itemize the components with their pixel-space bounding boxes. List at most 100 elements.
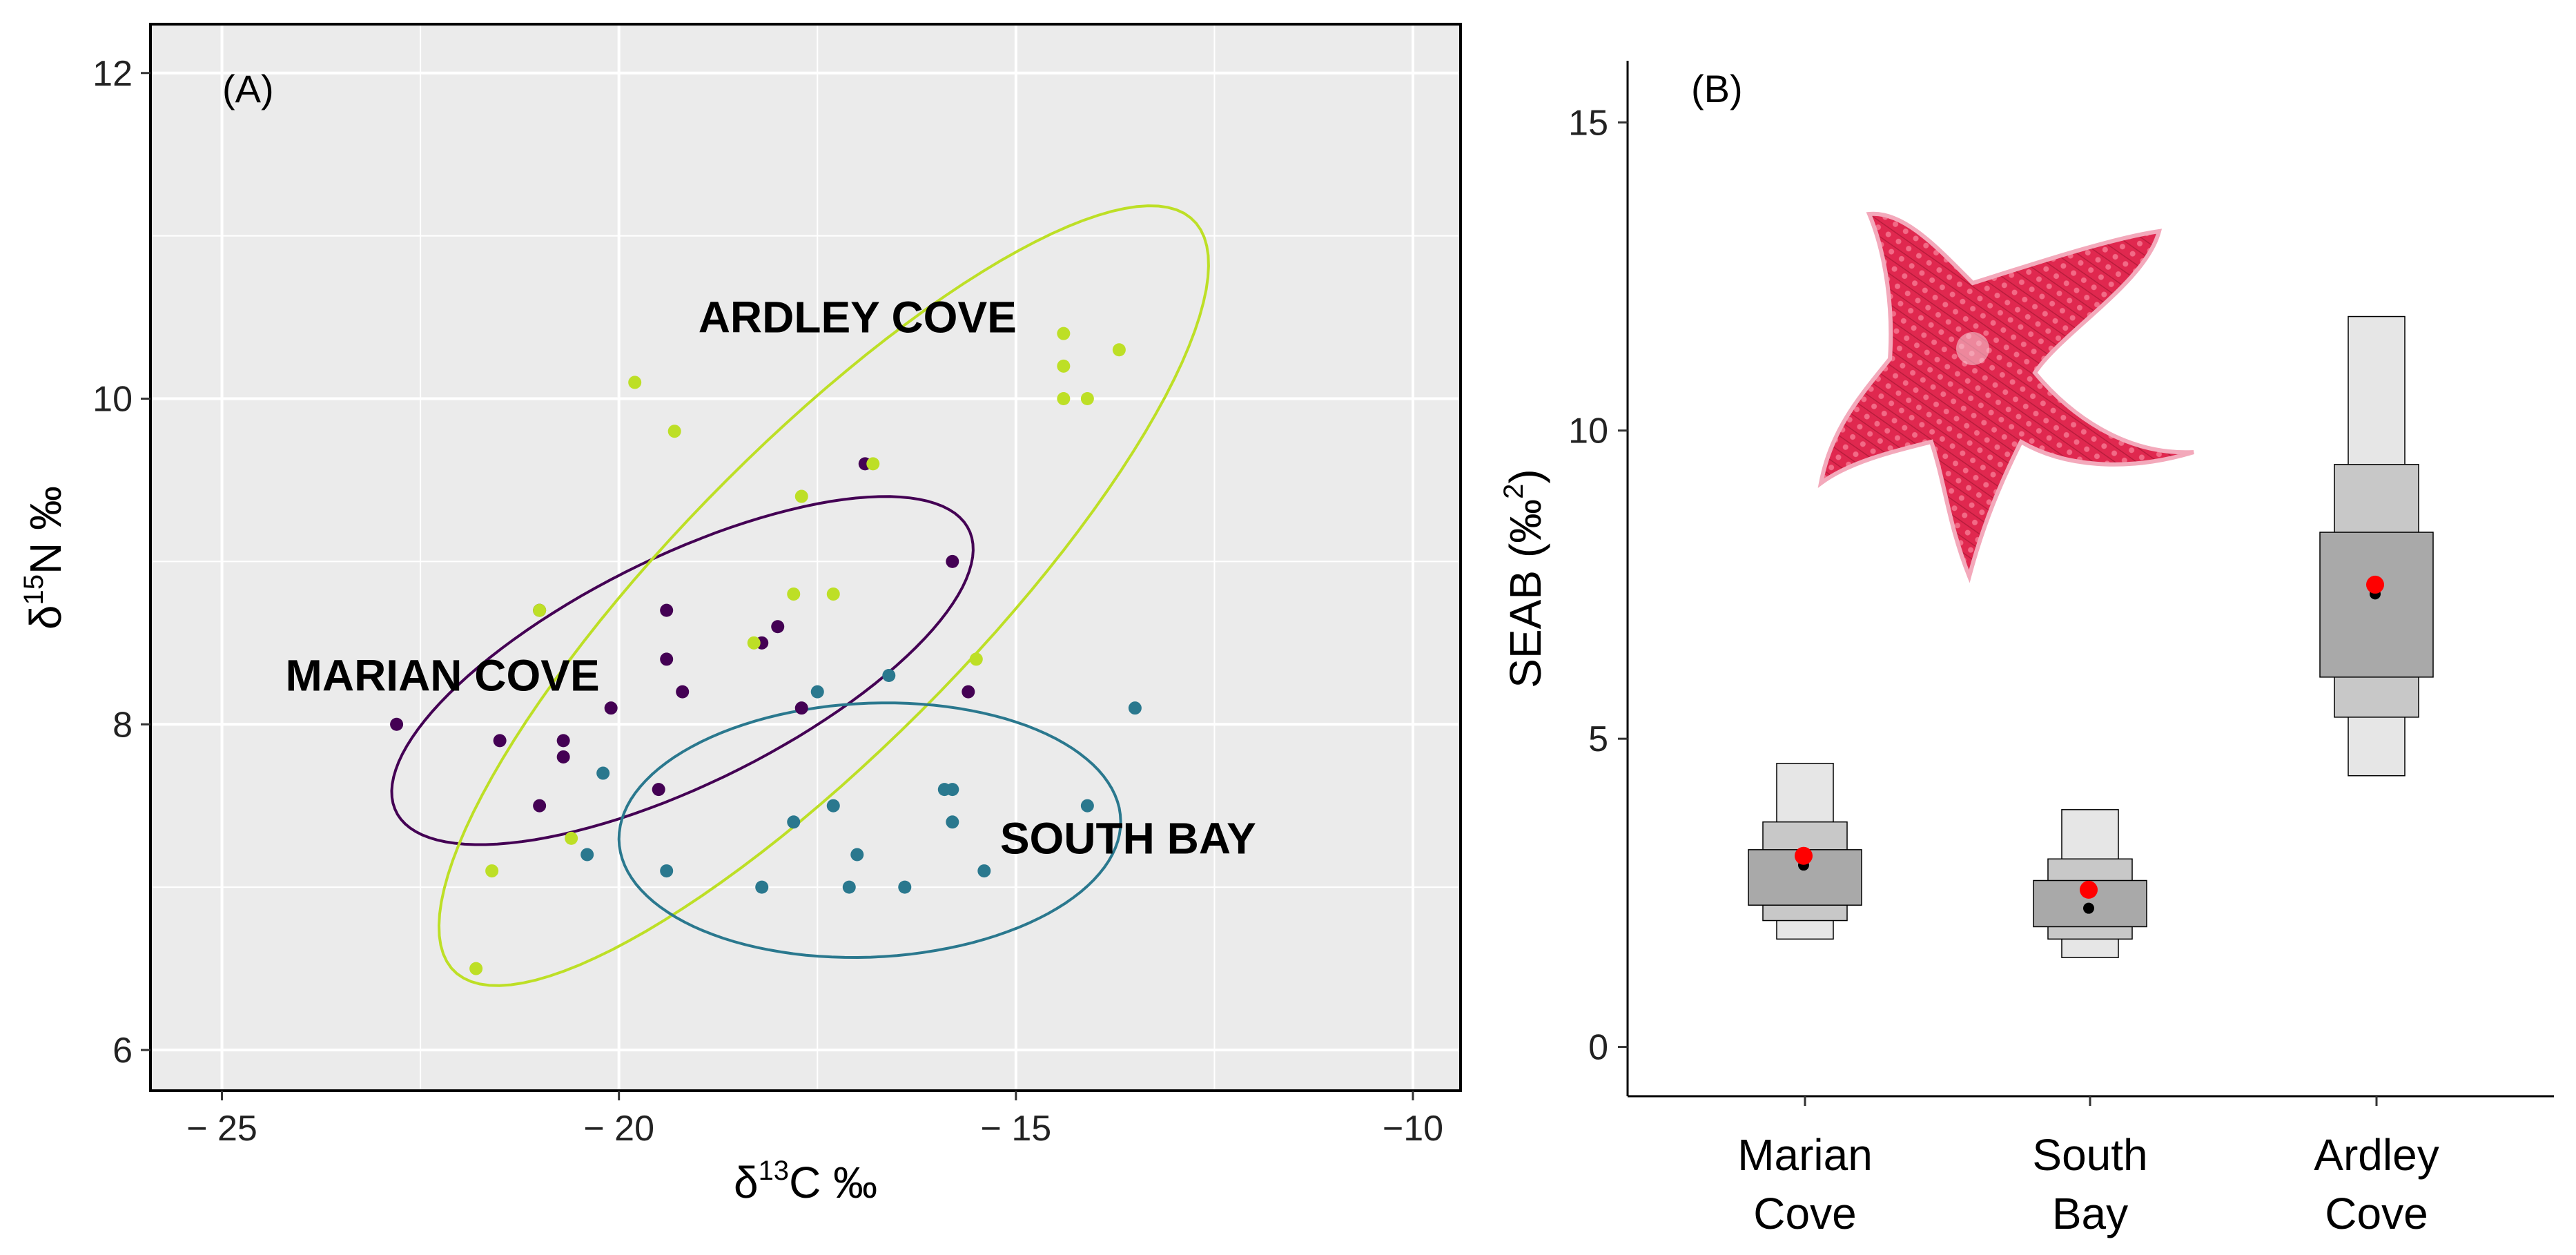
category-label-line1: Ardley: [2314, 1130, 2439, 1180]
b-y-title-rest: ): [1501, 469, 1550, 483]
panel-b-intervals: [1748, 315, 2434, 958]
panel-a-border: [149, 23, 1462, 1092]
x-title-rest: C ‰: [789, 1158, 877, 1207]
point-south-bay: [1128, 701, 1142, 715]
x-tick-label: −10: [1383, 1109, 1443, 1149]
b-y-title-sup: 2: [1499, 484, 1529, 499]
point-ardley-cove: [1057, 359, 1071, 373]
point-south-bay: [898, 880, 912, 894]
point-ardley-cove: [1057, 327, 1071, 340]
panel-a-y-ticks: 6 8 10 12: [92, 54, 150, 1071]
label-marian-cove: MARIAN COVE: [286, 651, 600, 701]
panel-a-y-axis-title: δ15N ‰: [19, 486, 70, 630]
panel-b-y-axis-title: SEAB (‰2): [1499, 469, 1550, 688]
point-south-bay: [946, 815, 959, 829]
mean-point: [2080, 880, 2098, 899]
point-south-bay: [882, 669, 896, 683]
point-ardley-cove: [1080, 392, 1094, 406]
y-tick-label: 12: [92, 54, 133, 94]
x-title-sup: 13: [759, 1156, 790, 1186]
point-south-bay: [660, 864, 674, 878]
point-marian-cove: [676, 685, 690, 699]
point-marian-cove: [794, 701, 808, 715]
point-south-bay: [977, 864, 991, 878]
b-y-title-main: SEAB (‰: [1501, 499, 1550, 688]
ellipse-marian-cove: [390, 495, 975, 846]
panel-a-label: (A): [222, 67, 274, 110]
category-label-line2: Bay: [2052, 1189, 2128, 1238]
label-south-bay: SOUTH BAY: [1000, 813, 1256, 863]
point-south-bay: [850, 848, 864, 862]
point-marian-cove: [660, 652, 674, 666]
y-title-main: δ: [21, 605, 70, 630]
b-y-tick-label: 5: [1588, 719, 1608, 759]
y-title-sup: 15: [19, 574, 49, 605]
x-tick-label: − 25: [186, 1109, 257, 1149]
panel-a-major-grid: [150, 24, 1461, 1091]
y-tick-label: 6: [113, 1031, 133, 1071]
point-south-bay: [787, 815, 801, 829]
b-y-tick-label: 10: [1568, 411, 1608, 451]
label-ardley-cove: ARDLEY COVE: [699, 293, 1017, 342]
panel-a-scatter: MARIAN COVE ARDLEY COVE SOUTH BAY − 25 − 20…: [19, 23, 1462, 1207]
point-marian-cove: [946, 554, 959, 568]
x-title-main: δ: [734, 1158, 759, 1207]
panel-b-label: (B): [1691, 67, 1743, 110]
panel-a-x-axis-title: δ13C ‰: [734, 1156, 877, 1207]
mean-point: [2366, 575, 2384, 594]
point-ardley-cove: [628, 376, 642, 389]
credible-interval-c50: [2319, 532, 2434, 678]
point-marian-cove: [493, 734, 507, 748]
point-marian-cove: [533, 799, 547, 813]
ellipse-ardley-cove: [437, 204, 1210, 987]
point-ardley-cove: [1057, 392, 1071, 406]
point-marian-cove: [556, 750, 570, 763]
panel-a-x-ticks: − 25 − 20 − 15 −10: [186, 1091, 1443, 1149]
point-marian-cove: [604, 701, 618, 715]
point-ardley-cove: [866, 457, 880, 471]
mean-point: [1795, 846, 1813, 865]
point-ardley-cove: [565, 831, 578, 845]
point-marian-cove: [390, 717, 404, 731]
y-tick-label: 10: [92, 380, 133, 420]
category-label-line2: Cove: [1753, 1189, 1856, 1238]
point-ardley-cove: [1112, 343, 1126, 357]
mode-point: [2083, 902, 2094, 914]
category-label-line1: Marian: [1737, 1130, 1873, 1180]
b-y-tick-label: 0: [1588, 1028, 1608, 1068]
b-y-tick-label: 15: [1568, 103, 1608, 143]
x-tick-label: − 15: [981, 1109, 1052, 1149]
point-ardley-cove: [533, 603, 547, 617]
category-label-line1: South: [2032, 1130, 2147, 1180]
point-ardley-cove: [747, 636, 761, 650]
panel-a-minor-grid: [150, 24, 1461, 1091]
panel-a-group-labels: MARIAN COVE ARDLEY COVE SOUTH BAY: [286, 293, 1256, 864]
panel-a-points: [390, 327, 1142, 975]
point-south-bay: [755, 880, 769, 894]
point-ardley-cove: [667, 425, 681, 438]
point-marian-cove: [771, 620, 785, 634]
panel-a-ellipses: [390, 204, 1210, 987]
point-ardley-cove: [469, 962, 483, 975]
panel-a-background: [150, 24, 1461, 1091]
panel-b-x-ticks: Marian Cove South Bay Ardley Cove: [1737, 1096, 2439, 1238]
point-south-bay: [580, 848, 594, 862]
point-marian-cove: [962, 685, 975, 699]
y-title-rest: N ‰: [21, 486, 70, 574]
point-south-bay: [1080, 799, 1094, 813]
point-south-bay: [810, 685, 824, 699]
point-ardley-cove: [787, 587, 801, 601]
category-label-line2: Cove: [2325, 1189, 2428, 1238]
x-tick-label: − 20: [583, 1109, 654, 1149]
point-ardley-cove: [969, 652, 983, 666]
panel-b-y-ticks: 0 5 10 15: [1568, 103, 1628, 1068]
point-south-bay: [842, 880, 856, 894]
y-tick-label: 8: [113, 705, 133, 745]
point-ardley-cove: [826, 587, 840, 601]
point-south-bay: [596, 766, 610, 780]
point-ardley-cove: [794, 489, 808, 503]
point-south-bay: [826, 799, 840, 813]
point-ardley-cove: [485, 864, 499, 878]
